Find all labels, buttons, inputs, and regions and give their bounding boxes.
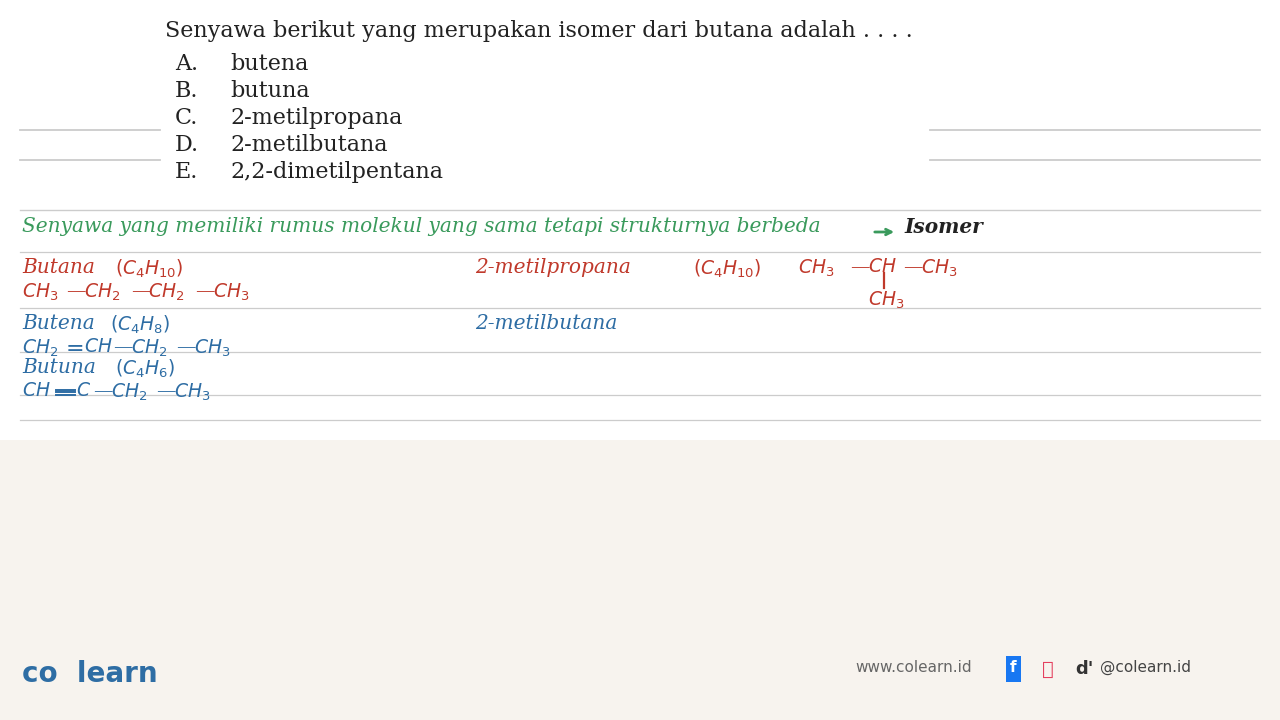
Text: Isomer: Isomer <box>904 217 983 237</box>
Bar <box>0 440 1280 720</box>
Text: —: — <box>93 382 113 400</box>
Text: $CH_2$: $CH_2$ <box>84 282 120 303</box>
Text: @colearn.id: @colearn.id <box>1100 660 1190 675</box>
Text: —: — <box>195 282 215 300</box>
Text: $CH_2$: $CH_2$ <box>131 338 168 359</box>
Text: $(C_4H_{10})$: $(C_4H_{10})$ <box>692 258 762 280</box>
Text: Senyawa yang memiliki rumus molekul yang sama tetapi strukturnya berbeda: Senyawa yang memiliki rumus molekul yang… <box>22 217 820 236</box>
Text: 2-metilpropana: 2-metilpropana <box>230 107 402 129</box>
Text: $CH_3$: $CH_3$ <box>212 282 250 303</box>
Text: Butena: Butena <box>22 314 95 333</box>
Text: $CH$: $CH$ <box>84 338 113 356</box>
Text: E.: E. <box>175 161 198 183</box>
Text: $C$: $C$ <box>76 382 91 400</box>
Text: $CH_3$: $CH_3$ <box>797 258 835 279</box>
Text: —: — <box>902 258 923 276</box>
Text: $CH_2$: $CH_2$ <box>148 282 184 303</box>
Text: —: — <box>156 382 175 400</box>
Text: —: — <box>177 338 196 356</box>
Text: $(C_4H_6)$: $(C_4H_6)$ <box>115 358 175 380</box>
Text: A.: A. <box>175 53 198 75</box>
Text: —: — <box>67 282 86 300</box>
Text: $CH$: $CH$ <box>868 258 897 276</box>
Text: D.: D. <box>175 134 200 156</box>
Text: B.: B. <box>175 80 198 102</box>
Text: $CH_3$: $CH_3$ <box>868 290 905 311</box>
Text: $CH_3$: $CH_3$ <box>174 382 210 403</box>
Text: $CH_2$: $CH_2$ <box>111 382 147 403</box>
Text: Ⓞ: Ⓞ <box>1042 660 1053 679</box>
Text: butena: butena <box>230 53 308 75</box>
Text: Butuna: Butuna <box>22 358 96 377</box>
Text: Butana: Butana <box>22 258 95 277</box>
Text: $(C_4H_{10})$: $(C_4H_{10})$ <box>115 258 183 280</box>
Text: www.colearn.id: www.colearn.id <box>855 660 972 675</box>
Bar <box>0 0 1280 440</box>
Text: f: f <box>1010 660 1016 675</box>
Text: 2-metilbutana: 2-metilbutana <box>475 314 617 333</box>
Text: $CH_2$: $CH_2$ <box>22 338 59 359</box>
Text: C.: C. <box>175 107 198 129</box>
Text: $CH_3$: $CH_3$ <box>22 282 59 303</box>
Text: $CH$: $CH$ <box>22 382 51 400</box>
Text: Senyawa berikut yang merupakan isomer dari butana adalah . . . .: Senyawa berikut yang merupakan isomer da… <box>165 20 913 42</box>
Text: f: f <box>1010 660 1018 678</box>
Text: 2,2-dimetilpentana: 2,2-dimetilpentana <box>230 161 443 183</box>
Text: 2-metilpropana: 2-metilpropana <box>475 258 631 277</box>
Text: =: = <box>67 338 84 360</box>
Text: —: — <box>113 338 133 356</box>
Text: $CH_3$: $CH_3$ <box>922 258 957 279</box>
Text: —: — <box>131 282 151 300</box>
Text: d': d' <box>1075 660 1093 678</box>
Text: co  learn: co learn <box>22 660 157 688</box>
Text: $CH_3$: $CH_3$ <box>195 338 230 359</box>
Text: 2-metilbutana: 2-metilbutana <box>230 134 388 156</box>
Text: $(C_4H_8)$: $(C_4H_8)$ <box>110 314 170 336</box>
Text: #3a9a5c: #3a9a5c <box>22 216 28 217</box>
Text: —: — <box>850 258 869 276</box>
Text: butuna: butuna <box>230 80 310 102</box>
